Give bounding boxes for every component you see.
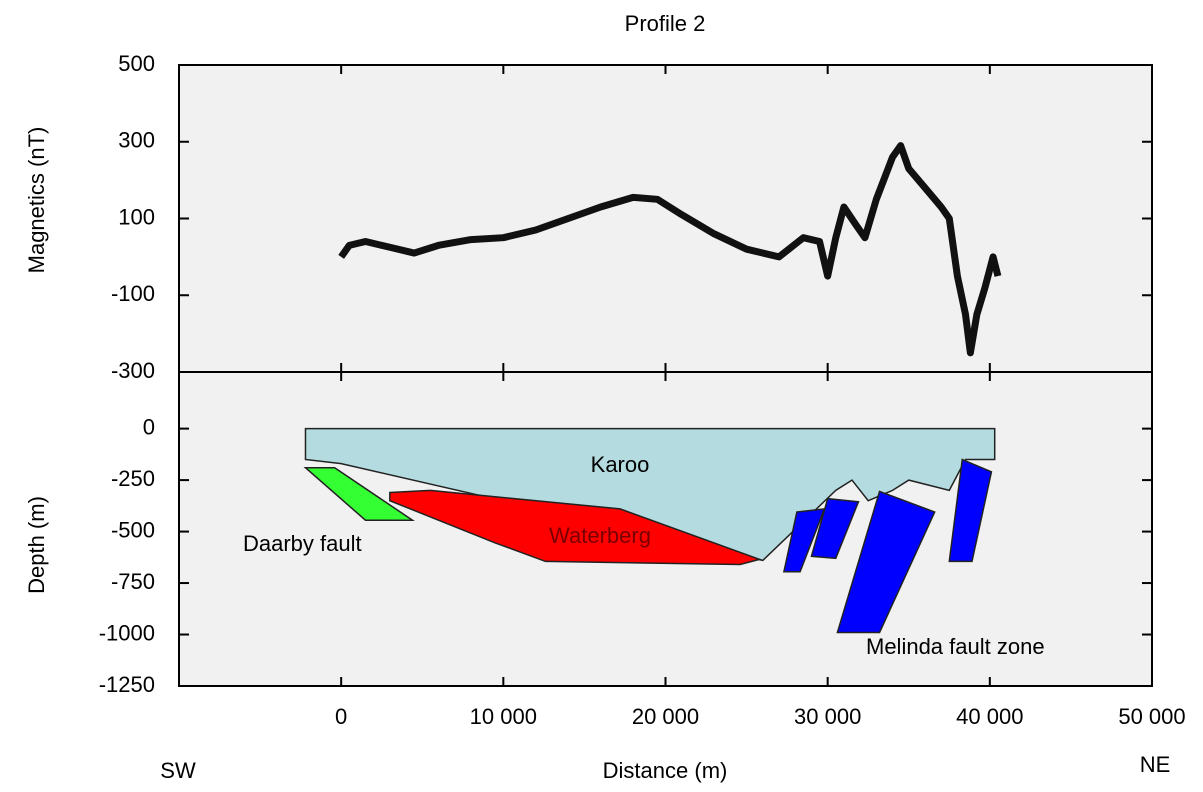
y-tick-label: 500: [118, 51, 155, 76]
y-tick-label: -1250: [99, 672, 155, 697]
body-label: Waterberg: [549, 523, 651, 548]
y-tick-label: 100: [118, 204, 155, 229]
annotation: NE: [1140, 752, 1171, 777]
y-tick-label: 300: [118, 128, 155, 153]
y-tick-label: -250: [111, 466, 155, 491]
chart-title: Profile 2: [625, 11, 706, 36]
x-axis-label: Distance (m): [603, 758, 728, 783]
y-tick-label: -1000: [99, 620, 155, 645]
x-tick-label: 40 000: [956, 704, 1023, 729]
geo-body: [948, 458, 993, 563]
x-tick-label: 30 000: [794, 704, 861, 729]
annotation: Daarby fault: [243, 531, 362, 556]
y-tick-label: -500: [111, 517, 155, 542]
y-tick-label: -750: [111, 569, 155, 594]
y-axis-label: Magnetics (nT): [24, 127, 49, 274]
geo-body: [303, 466, 415, 521]
y-axis-label: Depth (m): [24, 496, 49, 594]
geo-body: [782, 508, 826, 573]
geo-body: [810, 497, 860, 560]
geo-body: [836, 490, 936, 634]
y-tick-label: -100: [111, 281, 155, 306]
data-line: [338, 142, 1002, 357]
annotation: Melinda fault zone: [866, 634, 1045, 659]
y-tick-label: -300: [111, 358, 155, 383]
body-label: Karoo: [591, 452, 650, 477]
x-tick-label: 10 000: [470, 704, 537, 729]
x-tick-label: 50 000: [1118, 704, 1185, 729]
y-tick-label: 0: [143, 414, 155, 439]
x-tick-label: 20 000: [632, 704, 699, 729]
panel-frame: [178, 371, 1153, 687]
x-tick-label: 0: [335, 704, 347, 729]
geo-body: [389, 489, 763, 566]
annotation: SW: [160, 758, 196, 783]
